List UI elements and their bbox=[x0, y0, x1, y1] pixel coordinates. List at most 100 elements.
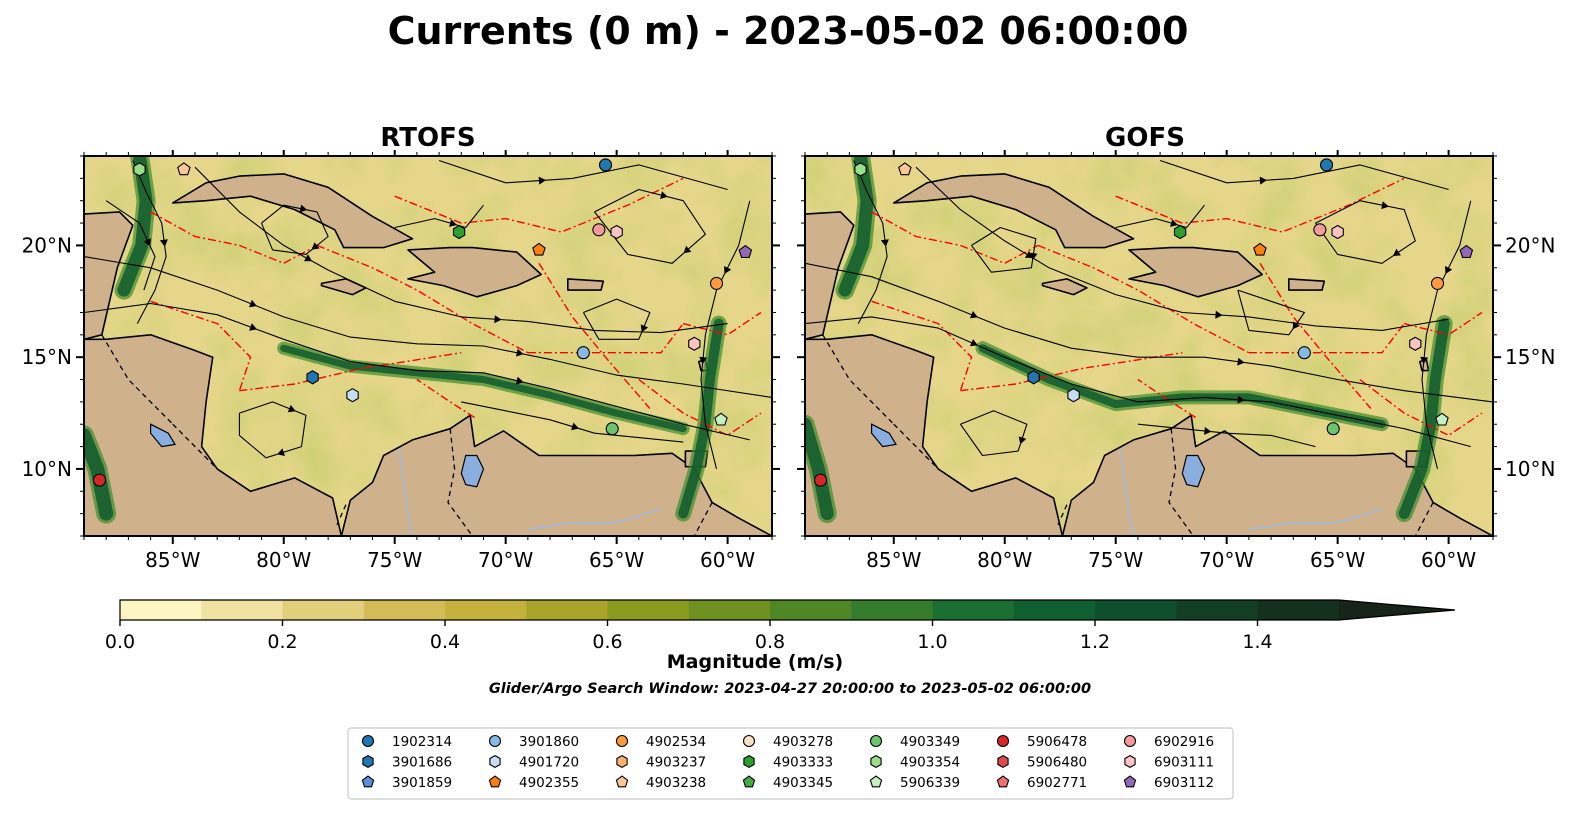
legend-label: 3901859 bbox=[392, 775, 452, 791]
current-jet bbox=[805, 417, 834, 521]
legend-marker-icon bbox=[742, 734, 756, 748]
x-tick-label: 65°W bbox=[1310, 548, 1365, 572]
streamline-arrow bbox=[515, 376, 524, 385]
country-border bbox=[172, 423, 218, 470]
colorbar-swatch bbox=[201, 600, 284, 620]
streamline bbox=[260, 204, 329, 255]
colorbar-swatch bbox=[932, 600, 1015, 620]
current-jet bbox=[280, 344, 687, 433]
land-south-america bbox=[1061, 414, 1493, 536]
streamline-arrow bbox=[311, 242, 320, 250]
eez-boundary bbox=[960, 352, 1183, 392]
legend-frame bbox=[347, 727, 1234, 800]
x-tick-label: 60°W bbox=[1421, 548, 1476, 572]
country-border bbox=[1168, 428, 1194, 536]
land-yucatan bbox=[805, 211, 855, 341]
streamline-arrow bbox=[1420, 356, 1429, 365]
float-marker-6903111 bbox=[688, 336, 701, 351]
legend-item: 4902355 bbox=[488, 775, 579, 791]
country-border bbox=[822, 334, 895, 425]
eez-boundary bbox=[871, 300, 973, 391]
x-axis-rtofs: 85°W 80°W 75°W 70°W 65°W 60°W bbox=[83, 150, 773, 572]
legend-item: 6902916 bbox=[1123, 734, 1214, 750]
legend-label: 4903237 bbox=[646, 755, 706, 771]
map-frame-gofs bbox=[804, 155, 1494, 537]
float-markers-rtofs bbox=[92, 158, 753, 487]
current-jet bbox=[117, 156, 153, 297]
float-marker-1902314 bbox=[598, 158, 613, 172]
float-marker-5906478 bbox=[813, 473, 828, 487]
legend-label: 6903112 bbox=[1154, 775, 1214, 791]
colorbar-swatch bbox=[1013, 600, 1096, 620]
float-marker-4903333 bbox=[1173, 224, 1187, 240]
country-border bbox=[101, 334, 174, 425]
float-marker-3901686 bbox=[306, 370, 319, 385]
streamline-arrow bbox=[683, 245, 692, 254]
eez-boundary bbox=[316, 244, 529, 354]
eez-boundary bbox=[239, 352, 462, 392]
land-puerto-rico bbox=[1288, 278, 1326, 291]
colorbar-swatch bbox=[688, 600, 771, 620]
streamline bbox=[84, 256, 772, 398]
streamline-arrow bbox=[880, 239, 889, 247]
streamline-arrow bbox=[516, 348, 524, 357]
land-gofs bbox=[805, 173, 1493, 536]
colorbar-tick-label: 0.2 bbox=[267, 631, 297, 653]
eez-boundary bbox=[1259, 262, 1372, 410]
streamline bbox=[1421, 200, 1472, 470]
colorbar-swatch bbox=[282, 600, 365, 620]
legend-label: 4903238 bbox=[646, 775, 706, 791]
lake-maracaibo bbox=[1181, 454, 1206, 488]
legend-item: 4903345 bbox=[742, 775, 833, 791]
colorbar-segments bbox=[119, 599, 1456, 621]
streamline-arrow bbox=[1237, 357, 1245, 366]
float-marker-6902916 bbox=[1313, 223, 1327, 237]
legend-label: 6903111 bbox=[1154, 755, 1214, 771]
eez-boundary bbox=[416, 378, 475, 419]
float-marker-6903111 bbox=[610, 224, 623, 240]
legend-item: 4903354 bbox=[870, 755, 960, 771]
colorbar-swatch bbox=[363, 600, 446, 620]
legend-label: 6902771 bbox=[1027, 775, 1087, 791]
float-marker-4902355 bbox=[532, 242, 546, 256]
streamline bbox=[700, 200, 751, 470]
streamline-arrow bbox=[277, 448, 285, 456]
country-border bbox=[1057, 504, 1068, 526]
map-frame-rtofs bbox=[83, 155, 773, 537]
streamline-arrow bbox=[699, 356, 708, 365]
streamline bbox=[194, 166, 728, 334]
country-border bbox=[693, 502, 713, 536]
legend-item: 4902534 bbox=[615, 734, 706, 750]
y-tick-label: 10°N bbox=[1505, 457, 1555, 481]
colorbar-swatch bbox=[1257, 600, 1340, 620]
legend-item: 4901720 bbox=[489, 755, 579, 771]
legend-item: 5906478 bbox=[996, 734, 1087, 750]
y-tick-label: 15°N bbox=[1505, 345, 1555, 369]
float-marker-6902916 bbox=[592, 223, 606, 237]
float-marker-6903111 bbox=[1331, 224, 1344, 240]
current-jets-rtofs bbox=[84, 156, 727, 524]
streamline-arrow bbox=[1237, 395, 1245, 404]
legend-item: 4903349 bbox=[869, 734, 960, 750]
eez-boundary bbox=[538, 262, 651, 410]
streamline-arrow bbox=[249, 299, 257, 308]
float-markers-gofs bbox=[813, 158, 1474, 487]
legend-marker-icon bbox=[1123, 775, 1137, 788]
x-tick-label: 75°W bbox=[367, 548, 422, 572]
legend-marker-icon bbox=[996, 734, 1010, 748]
float-marker-6903112 bbox=[1459, 244, 1474, 258]
float-marker-4903238 bbox=[177, 162, 191, 176]
float-marker-3901860 bbox=[1297, 346, 1311, 360]
float-marker-3901860 bbox=[576, 346, 590, 360]
streamline-arrow bbox=[538, 176, 546, 185]
legend-label: 6902916 bbox=[1154, 734, 1214, 750]
legend-item: 6903111 bbox=[1124, 755, 1214, 771]
legend-item: 6902771 bbox=[996, 775, 1087, 791]
legend-label: 4902355 bbox=[519, 775, 579, 791]
legend-marker-icon bbox=[361, 775, 375, 788]
streamline-arrow bbox=[1018, 436, 1027, 445]
colorbar-swatch bbox=[120, 600, 202, 620]
float-marker-1902314 bbox=[1319, 158, 1334, 172]
legend-marker-icon bbox=[1123, 734, 1137, 748]
float-marker-4903238 bbox=[898, 162, 912, 176]
